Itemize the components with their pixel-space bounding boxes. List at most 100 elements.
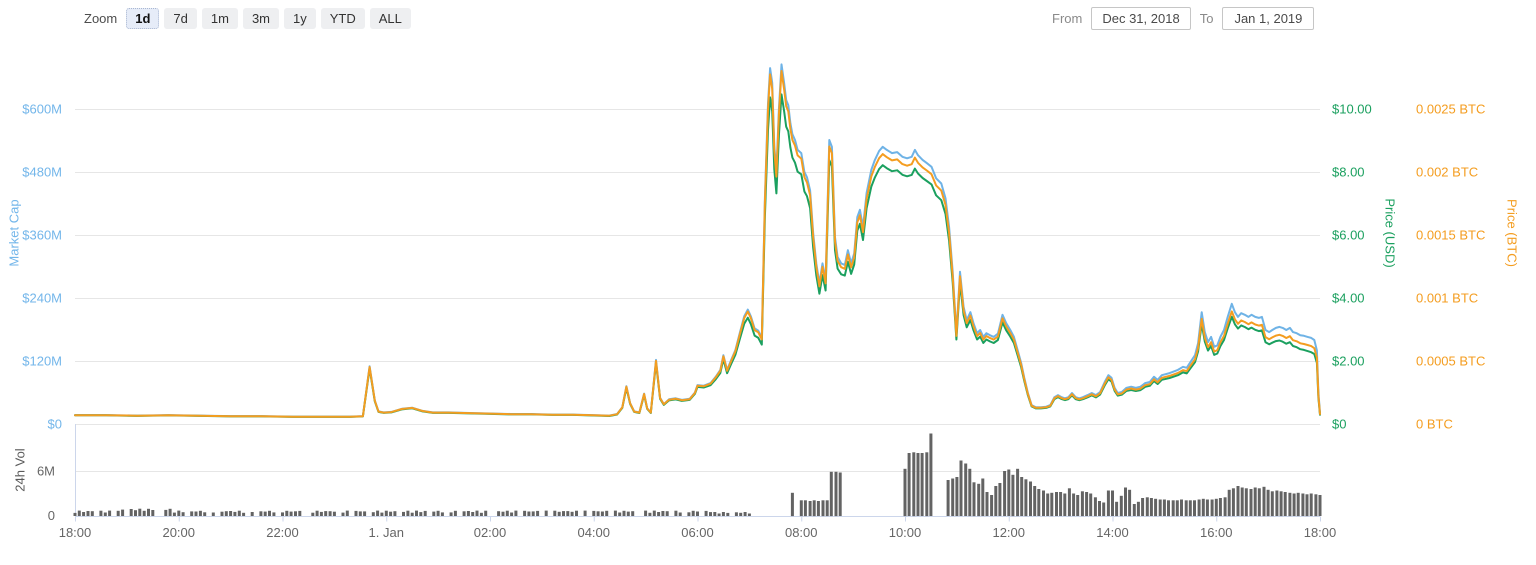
volume-bar — [1201, 498, 1205, 517]
volume-bar-small — [618, 512, 622, 516]
volume-bar — [1257, 488, 1261, 517]
volume-bar-small — [242, 512, 246, 516]
volume-bar — [1318, 495, 1322, 516]
volume-bar — [1089, 493, 1093, 516]
volume-bar-small — [289, 511, 293, 516]
volume-bar — [1175, 500, 1179, 517]
volume-bar — [1275, 490, 1279, 516]
volume-bar-small — [341, 512, 345, 516]
volume-bar-small — [497, 511, 501, 516]
volume-bar-small — [181, 512, 185, 516]
range-button-ytd[interactable]: YTD — [320, 8, 365, 29]
volume-bar-small — [73, 512, 77, 516]
range-button-1d[interactable]: 1d — [126, 8, 160, 29]
volume-bar — [1210, 499, 1214, 516]
volume-bar-small — [657, 512, 661, 516]
volume-axis-title: 24h Vol — [12, 448, 28, 492]
volume-bar-small — [294, 511, 297, 516]
volume-bar-small — [147, 508, 150, 516]
volume-bar-small — [298, 510, 302, 516]
volume-bar — [994, 486, 998, 516]
volume-bar-small — [311, 512, 315, 516]
volume-bar — [977, 483, 981, 517]
volume-bar-small — [384, 510, 388, 516]
range-button-3m[interactable]: 3m — [242, 8, 279, 29]
volume-bar-small — [583, 510, 587, 516]
volume-bar — [1305, 494, 1309, 517]
time-tick-label: 18:00 — [1304, 525, 1337, 540]
volume-bar-small — [190, 511, 194, 516]
volume-bar — [968, 468, 972, 517]
volume-bar — [1236, 486, 1240, 516]
volume-bar — [1011, 474, 1015, 517]
volume-bar — [998, 483, 1002, 516]
volume-bar-small — [505, 510, 509, 516]
volume-bar-small — [648, 512, 652, 516]
volume-bar-small — [151, 510, 155, 516]
volume-bar — [1029, 481, 1032, 516]
range-button-1y[interactable]: 1y — [284, 8, 316, 29]
time-tick-label: 18:00 — [59, 525, 92, 540]
from-date-input[interactable]: Dec 31, 2018 — [1091, 7, 1191, 30]
volume-bar-small — [168, 508, 172, 516]
volume-bar-small — [501, 511, 505, 516]
time-tick-label: 06:00 — [681, 525, 714, 540]
volume-bar-small — [371, 512, 375, 516]
volume-bar — [1158, 499, 1162, 516]
volume-bar-small — [449, 512, 453, 516]
volume-bar — [1296, 492, 1300, 517]
volume-bar-small — [721, 512, 725, 516]
volume-bar-small — [739, 512, 743, 516]
volume-bar-small — [354, 510, 358, 516]
volume-bar — [1141, 498, 1145, 516]
volume-bar-small — [358, 511, 362, 516]
volume-bar-small — [570, 511, 574, 516]
volume-bar-small — [410, 512, 414, 516]
volume-bar-small — [734, 512, 738, 516]
volume-bar-small — [237, 510, 241, 516]
price-btc--line — [74, 70, 1321, 418]
range-button-1m[interactable]: 1m — [201, 8, 238, 29]
volume-bar-small — [406, 510, 410, 516]
volume-bar-small — [713, 512, 717, 516]
time-tick-label: 12:00 — [992, 525, 1025, 540]
volume-bar — [1016, 468, 1020, 517]
volume-bar-small — [272, 512, 276, 516]
volume-bar-small — [704, 510, 708, 516]
volume-bar-small — [250, 512, 254, 516]
to-date-input[interactable]: Jan 1, 2019 — [1222, 7, 1315, 30]
range-button-all[interactable]: ALL — [369, 8, 411, 29]
volume-bar — [1288, 492, 1292, 517]
price-btc-tick-label: 0.0015 BTC — [1416, 228, 1485, 243]
volume-bar-small — [600, 511, 604, 516]
volume-bar-small — [440, 512, 444, 516]
volume-bar-small — [626, 511, 630, 516]
volume-bar-small — [177, 510, 181, 516]
price-btc-tick-label: 0.002 BTC — [1416, 165, 1478, 180]
price-usd--line — [74, 93, 1321, 418]
volume-bar — [1249, 489, 1253, 516]
volume-bar-small — [224, 511, 228, 516]
to-label: To — [1199, 11, 1214, 26]
volume-bar-small — [99, 510, 103, 516]
volume-tick-label: 0 — [48, 508, 55, 523]
volume-bars — [73, 433, 1322, 517]
volume-bar — [1111, 490, 1114, 516]
volume-bar-small — [108, 510, 112, 516]
volume-bar-small — [121, 509, 125, 516]
volume-bar — [972, 482, 976, 517]
volume-bar — [1128, 489, 1132, 517]
zoom-range-selector: Zoom 1d 7d 1m 3m 1y YTD ALL — [84, 8, 411, 29]
volume-bar — [1067, 488, 1071, 517]
volume-bar-small — [77, 510, 81, 516]
volume-bar — [929, 433, 933, 516]
volume-bar — [1033, 486, 1037, 516]
volume-bar-small — [691, 510, 695, 516]
volume-bar — [1314, 494, 1318, 517]
price-usd-tick-label: $0 — [1332, 417, 1346, 432]
volume-bar-small — [544, 510, 548, 516]
volume-bar — [1072, 493, 1076, 516]
volume-bar-small — [453, 510, 457, 516]
range-button-7d[interactable]: 7d — [164, 8, 197, 29]
market-cap-line — [74, 63, 1321, 418]
